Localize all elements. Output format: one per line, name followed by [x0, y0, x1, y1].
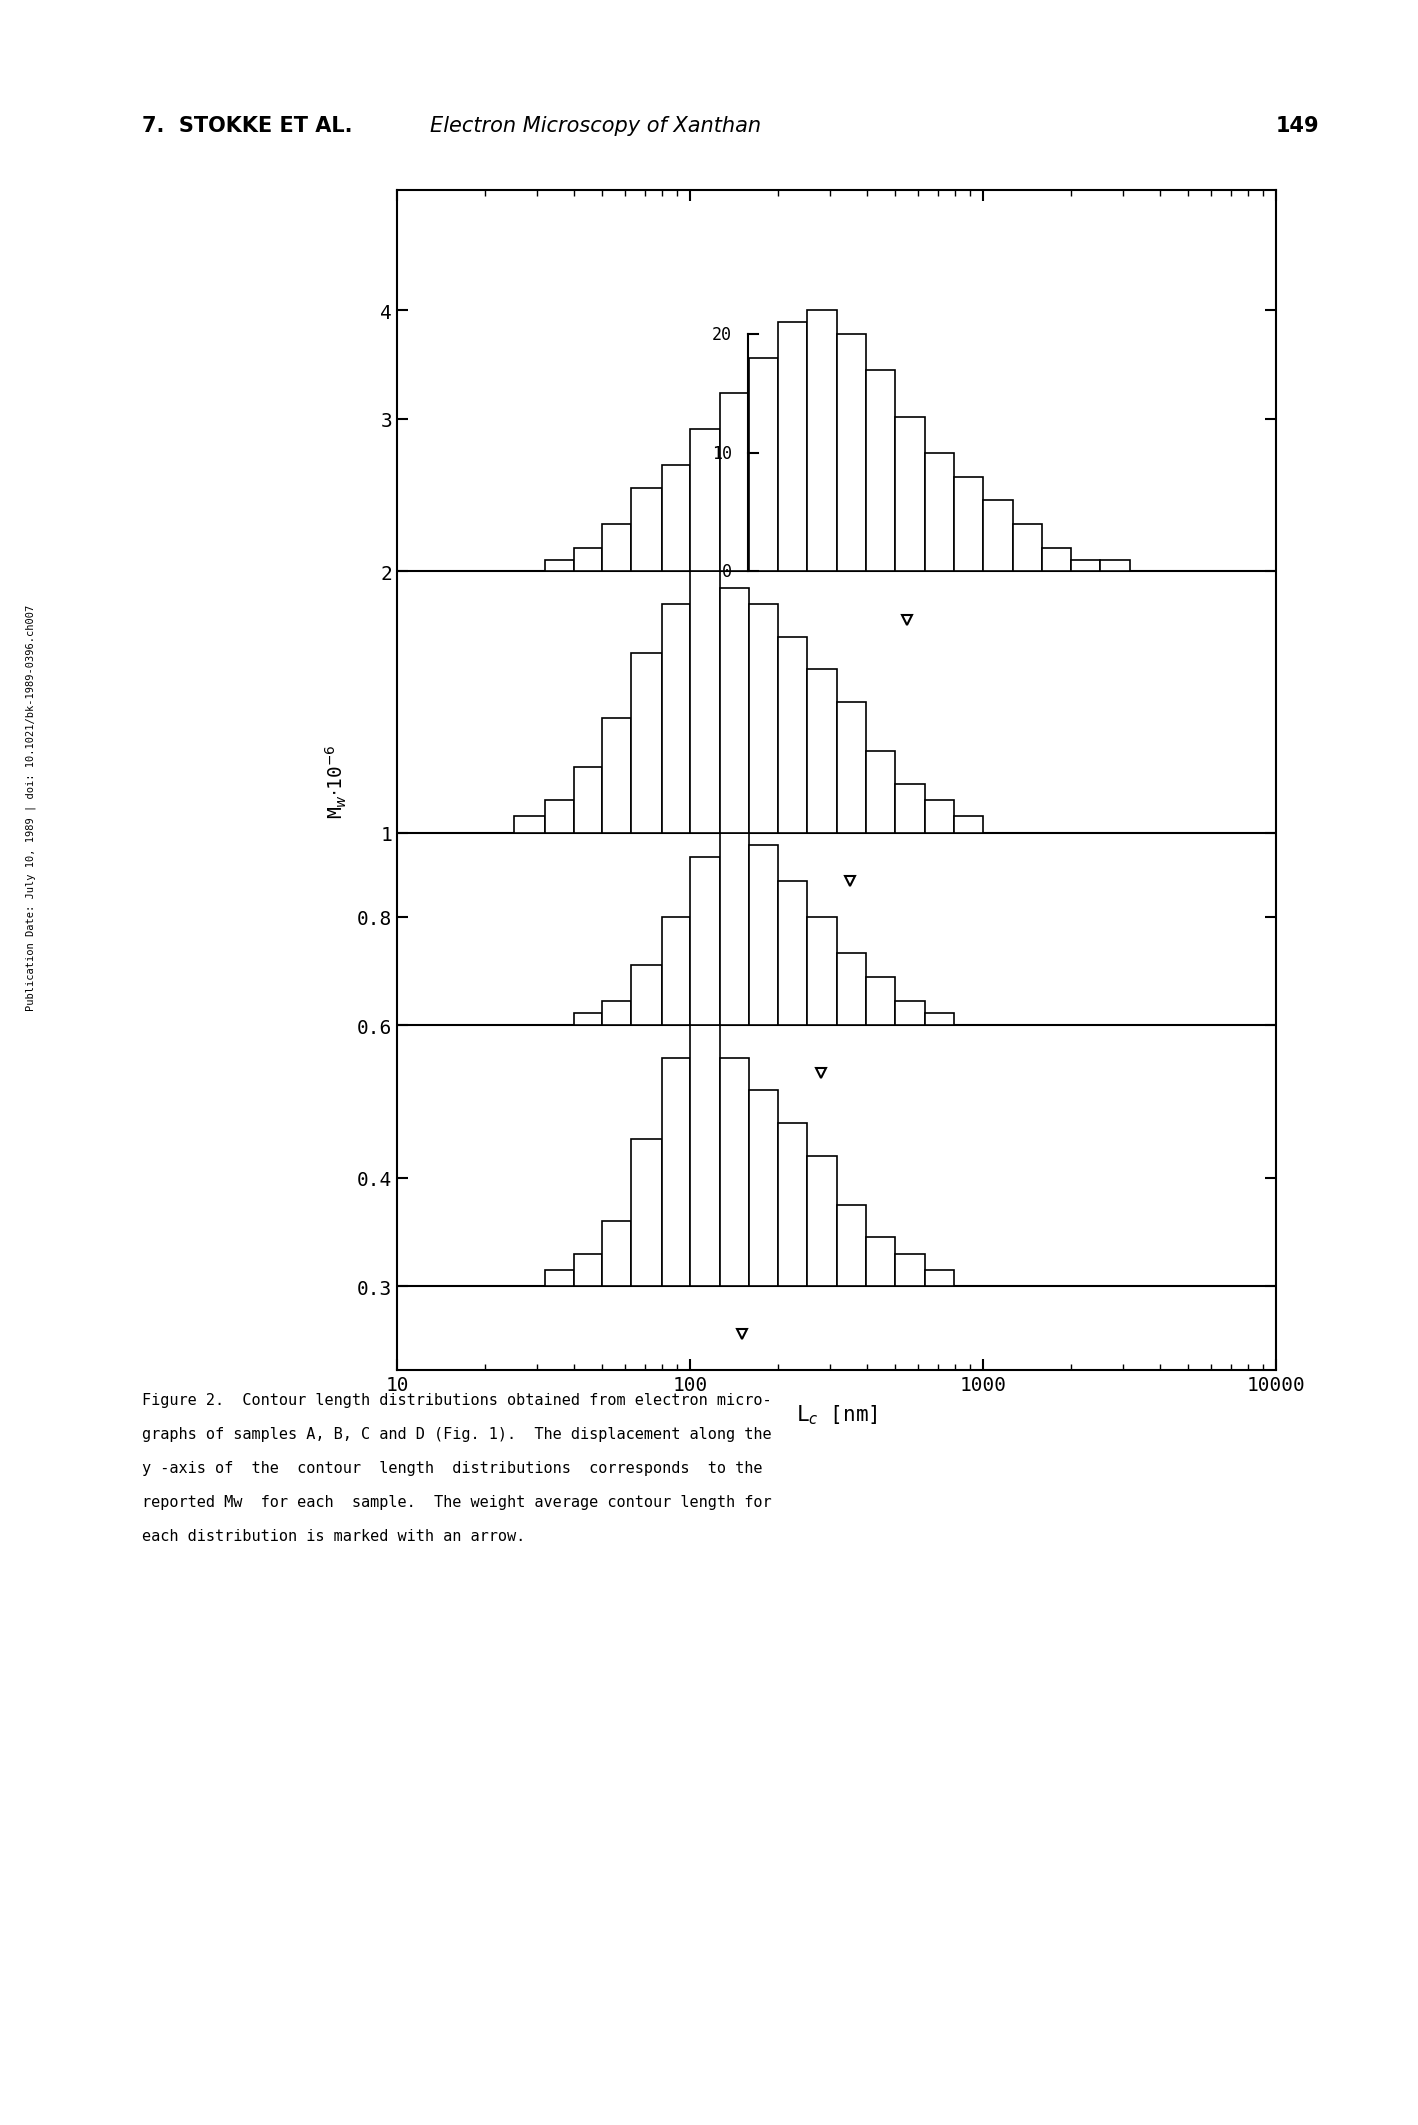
- Bar: [866, 1237, 895, 1286]
- Bar: [837, 954, 866, 1026]
- Bar: [925, 1014, 954, 1026]
- Text: Figure 2.  Contour length distributions obtained from electron micro-: Figure 2. Contour length distributions o…: [142, 1392, 771, 1407]
- Bar: [749, 846, 778, 1026]
- Bar: [925, 1271, 954, 1286]
- Bar: [778, 882, 807, 1026]
- Bar: [807, 918, 837, 1026]
- Bar: [545, 561, 573, 572]
- Text: reported Mw  for each  sample.  The weight average contour length for: reported Mw for each sample. The weight …: [142, 1494, 771, 1509]
- Bar: [778, 323, 807, 572]
- Bar: [866, 978, 895, 1026]
- Bar: [807, 310, 837, 572]
- Bar: [545, 1271, 573, 1286]
- Y-axis label: M$_{w}$$\cdot$10$^{-6}$: M$_{w}$$\cdot$10$^{-6}$: [323, 744, 349, 818]
- Bar: [601, 1001, 631, 1026]
- Bar: [631, 489, 662, 572]
- Bar: [778, 638, 807, 833]
- Bar: [895, 1254, 925, 1286]
- Bar: [691, 429, 719, 572]
- Bar: [1071, 561, 1100, 572]
- Bar: [749, 606, 778, 833]
- Bar: [807, 669, 837, 833]
- Bar: [691, 1026, 719, 1286]
- Bar: [601, 718, 631, 833]
- Text: 20: 20: [712, 325, 732, 344]
- Bar: [662, 1058, 691, 1286]
- Bar: [545, 801, 573, 833]
- Bar: [895, 784, 925, 833]
- Bar: [837, 703, 866, 833]
- Bar: [662, 918, 691, 1026]
- Bar: [837, 1205, 866, 1286]
- Bar: [895, 419, 925, 572]
- Text: 149: 149: [1275, 117, 1319, 136]
- Bar: [719, 1058, 749, 1286]
- Text: each distribution is marked with an arrow.: each distribution is marked with an arro…: [142, 1528, 525, 1543]
- Bar: [719, 833, 749, 1026]
- Text: y -axis of  the  contour  length  distributions  corresponds  to the: y -axis of the contour length distributi…: [142, 1460, 763, 1475]
- Bar: [778, 1124, 807, 1286]
- Text: graphs of samples A, B, C and D (Fig. 1).  The displacement along the: graphs of samples A, B, C and D (Fig. 1)…: [142, 1426, 771, 1441]
- Bar: [954, 478, 983, 572]
- Bar: [573, 1254, 601, 1286]
- Bar: [631, 654, 662, 833]
- Text: Electron Microscopy of Xanthan: Electron Microscopy of Xanthan: [430, 117, 761, 136]
- Bar: [662, 606, 691, 833]
- Bar: [954, 816, 983, 833]
- Bar: [925, 801, 954, 833]
- Bar: [1042, 548, 1071, 572]
- Bar: [573, 767, 601, 833]
- X-axis label: L$_{c}$ [nm]: L$_{c}$ [nm]: [795, 1402, 878, 1426]
- Bar: [866, 370, 895, 572]
- Text: 10: 10: [712, 444, 732, 463]
- Bar: [662, 465, 691, 572]
- Bar: [895, 1001, 925, 1026]
- Bar: [807, 1156, 837, 1286]
- Bar: [866, 752, 895, 833]
- Text: 0: 0: [722, 563, 732, 580]
- Bar: [983, 502, 1012, 572]
- Bar: [1100, 561, 1130, 572]
- Text: Publication Date: July 10, 1989 | doi: 10.1021/bk-1989-0396.ch007: Publication Date: July 10, 1989 | doi: 1…: [26, 604, 37, 1012]
- Bar: [631, 965, 662, 1026]
- Bar: [749, 1090, 778, 1286]
- Bar: [1012, 525, 1042, 572]
- Bar: [513, 816, 545, 833]
- Bar: [925, 453, 954, 572]
- Bar: [749, 359, 778, 572]
- Text: 7.  STOKKE ET AL.: 7. STOKKE ET AL.: [142, 117, 352, 136]
- Bar: [691, 572, 719, 833]
- Bar: [837, 336, 866, 572]
- Bar: [573, 548, 601, 572]
- Bar: [719, 395, 749, 572]
- Bar: [601, 1222, 631, 1286]
- Bar: [573, 1014, 601, 1026]
- Bar: [719, 589, 749, 833]
- Bar: [631, 1139, 662, 1286]
- Bar: [691, 856, 719, 1026]
- Bar: [601, 525, 631, 572]
